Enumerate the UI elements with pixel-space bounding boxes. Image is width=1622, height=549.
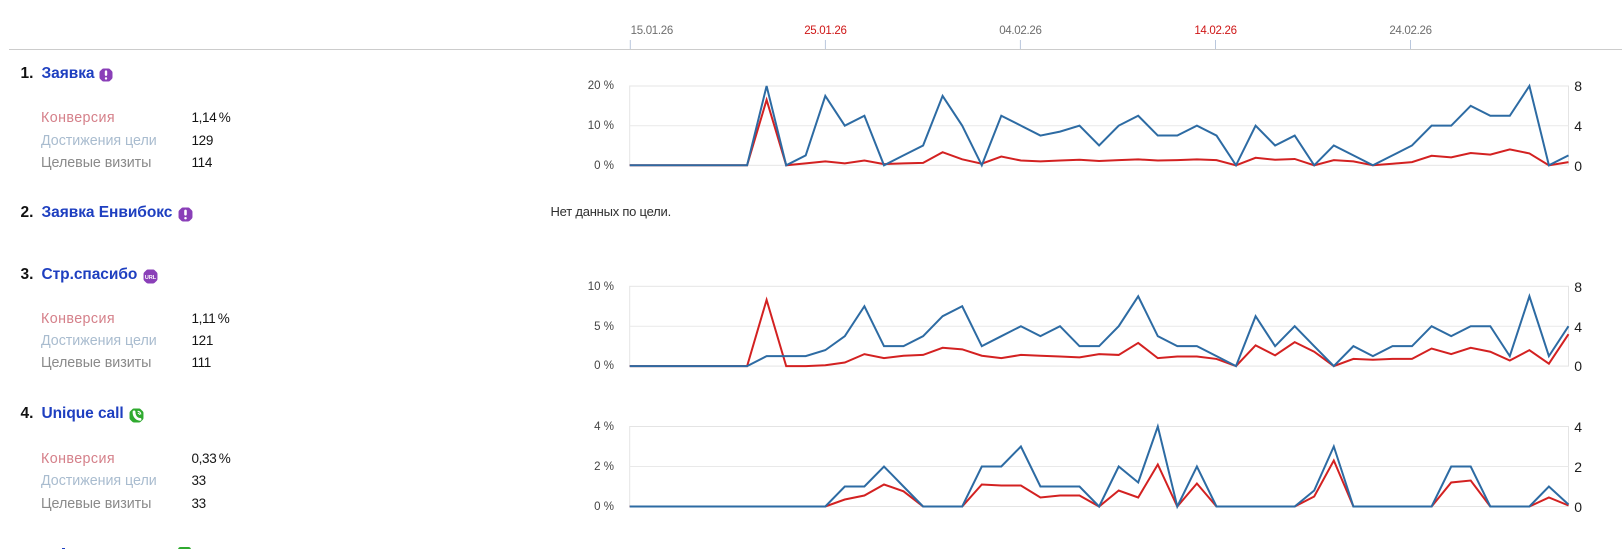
svg-text:URL: URL (144, 275, 156, 281)
